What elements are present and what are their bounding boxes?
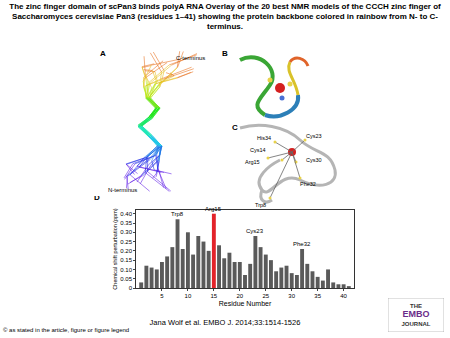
- svg-text:20: 20: [236, 293, 243, 299]
- svg-text:5: 5: [160, 293, 164, 299]
- svg-text:Residue Number: Residue Number: [219, 300, 272, 307]
- svg-text:0.25: 0.25: [120, 239, 132, 245]
- svg-text:0.35: 0.35: [120, 220, 132, 226]
- svg-text:THE: THE: [410, 303, 422, 309]
- svg-text:N-terminus: N-terminus: [108, 187, 137, 193]
- svg-text:30: 30: [288, 293, 295, 299]
- svg-text:B: B: [222, 49, 228, 58]
- svg-text:Cys23: Cys23: [246, 228, 264, 234]
- svg-text:Arg15: Arg15: [205, 206, 222, 212]
- svg-text:C: C: [232, 123, 238, 132]
- svg-text:0.15: 0.15: [120, 257, 132, 263]
- svg-text:25: 25: [262, 293, 269, 299]
- svg-text:10: 10: [185, 293, 192, 299]
- svg-text:0.20: 0.20: [120, 248, 132, 254]
- svg-text:35: 35: [314, 293, 321, 299]
- svg-text:0.40: 0.40: [120, 211, 132, 217]
- svg-text:0.05: 0.05: [120, 276, 132, 282]
- html-text:The zinc finger domain of scPa: The zinc finger domain of scPan3 binds p…: [9, 2, 441, 31]
- svg-text:Cys30: Cys30: [306, 157, 322, 163]
- svg-text:0.30: 0.30: [120, 229, 132, 235]
- svg-text:C-terminus: C-terminus: [176, 55, 205, 61]
- svg-text:15: 15: [211, 293, 218, 299]
- svg-text:Phe32: Phe32: [293, 241, 311, 247]
- svg-text:Chemical shift perturbation (p: Chemical shift perturbation (ppm): [112, 208, 118, 289]
- svg-text:Trp8: Trp8: [171, 211, 184, 217]
- svg-text:D: D: [94, 196, 100, 202]
- svg-text:0: 0: [129, 285, 133, 291]
- svg-text:0.10: 0.10: [120, 267, 132, 273]
- svg-text:EMBO: EMBO: [403, 309, 430, 319]
- svg-text:His34: His34: [257, 135, 271, 141]
- svg-text:JOURNAL: JOURNAL: [401, 321, 430, 327]
- svg-text:Cys23: Cys23: [306, 133, 322, 139]
- html-text:Jana Wolf et al. EMBO J. 2014;: Jana Wolf et al. EMBO J. 2014;33:1514-15…: [149, 318, 301, 327]
- html-text:© as stated in the article, fi: © as stated in the article, figure or fi…: [3, 327, 130, 333]
- svg-text:Cys14: Cys14: [250, 147, 266, 153]
- svg-text:Trp8: Trp8: [255, 202, 266, 208]
- svg-text:A: A: [100, 49, 106, 58]
- svg-text:40: 40: [340, 293, 347, 299]
- svg-text:Arg15: Arg15: [245, 159, 260, 165]
- svg-text:Phe32: Phe32: [300, 181, 316, 187]
